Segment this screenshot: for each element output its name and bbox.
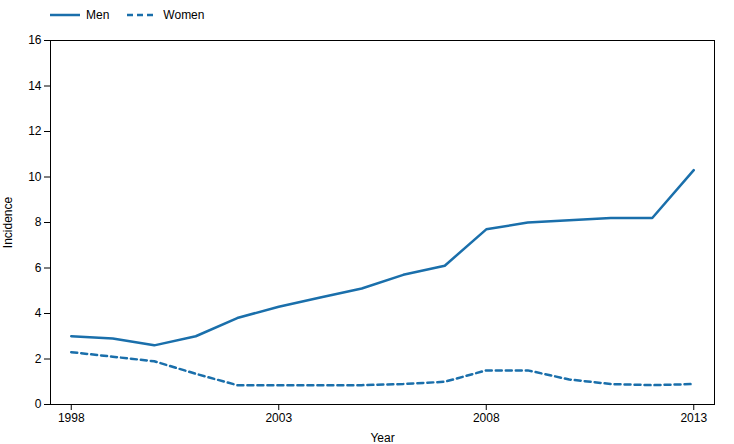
svg-text:16: 16 [28, 33, 42, 47]
svg-text:2008: 2008 [473, 411, 500, 425]
svg-text:2013: 2013 [680, 411, 707, 425]
svg-text:2: 2 [35, 352, 42, 366]
svg-text:4: 4 [35, 306, 42, 320]
svg-text:10: 10 [28, 170, 42, 184]
svg-text:8: 8 [35, 215, 42, 229]
svg-text:12: 12 [28, 124, 42, 138]
svg-text:6: 6 [35, 261, 42, 275]
html-text:Men: Men [86, 8, 110, 22]
svg-text:Incidence: Incidence [1, 196, 15, 248]
html-text:Women: Women [163, 8, 205, 22]
svg-text:2003: 2003 [265, 411, 292, 425]
svg-text:1998: 1998 [58, 411, 85, 425]
svg-text:Year: Year [370, 431, 394, 444]
svg-text:14: 14 [28, 79, 42, 93]
svg-text:0: 0 [35, 397, 42, 411]
